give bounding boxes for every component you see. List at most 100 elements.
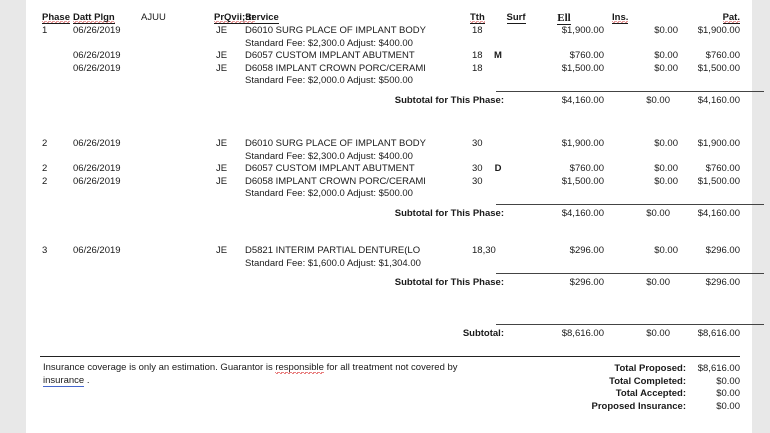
cell-estimate: $296.00 [569, 245, 604, 256]
cell-date: 06/26/2019 [73, 138, 121, 149]
table-row[interactable]: 2 06/26/2019 JE D6058 IMPLANT CROWN PORC/CE… [26, 176, 752, 189]
cell-provider: JE [216, 175, 228, 187]
cell-provider: JE [216, 50, 228, 61]
footer-separator-rule [40, 356, 740, 357]
table-row[interactable]: 3 06/26/2019 JE D5821 INTERIM PARTIAL DENTU… [26, 245, 752, 258]
cell-phase: 2 [42, 138, 48, 149]
cell-date: 06/26/2019 [73, 245, 121, 256]
cell-phase: 3 [42, 245, 48, 256]
cell-phase: 2 [42, 163, 48, 174]
phase-subtotal-insurance: $0.00 [646, 277, 670, 288]
table-header-row: Phase Datt Plgn AJUU PrQvii;!tr Service … [26, 12, 752, 25]
cell-patient: $760.00 [705, 50, 740, 61]
grand-subtotal-row: Subtotal: $8,616.00 $0.00 $8,616.00 [26, 328, 752, 341]
standard-fee-note: Standard Fee: $2,300.0 Adjust: $400.00 [245, 150, 413, 162]
phase-subtotal-estimate: $4,160.00 [561, 94, 604, 106]
phase-subtotal-label: Subtotal for This Phase: [394, 207, 504, 219]
table-row[interactable]: 06/26/2019 JE D6058 IMPLANT CROWN PORC/CER… [26, 63, 752, 76]
cell-estimate: $1,500.00 [561, 175, 604, 187]
grand-subtotal-insurance: $0.00 [646, 328, 670, 339]
insurance-link[interactable]: insurance [43, 375, 85, 387]
cell-tooth: 18 [472, 62, 483, 74]
insurance-disclaimer: Insurance coverage is only an estimation… [43, 361, 513, 387]
cell-patient: $1,900.00 [697, 25, 740, 36]
cell-provider: JE [216, 245, 228, 256]
phase-subtotal-row: Subtotal for This Phase: $4,160.00 $0.00 $4… [26, 95, 752, 108]
cell-phase: 1 [42, 25, 48, 36]
phase-subtotal-row: Subtotal for This Phase: $4,160.00 $0.00 $4… [26, 208, 752, 221]
table-row[interactable]: 06/26/2019 JE D6057 CUSTOM IMPLANT ABUTMEN… [26, 50, 752, 63]
cell-tooth: 30 [472, 163, 483, 174]
cell-provider: JE [216, 163, 228, 174]
column-header-phase: Phase [42, 12, 70, 24]
column-header-date-plan: Datt Plgn [73, 12, 115, 24]
table-row[interactable]: 2 06/26/2019 JE D6010 SURG PLACE OF IMPLANT… [26, 138, 752, 151]
phase-subtotal-label: Subtotal for This Phase: [394, 277, 504, 288]
cell-insurance: $0.00 [654, 25, 678, 36]
cell-insurance: $0.00 [654, 175, 678, 187]
cell-tooth: 30 [472, 138, 483, 149]
grand-subtotal-estimate: $8,616.00 [561, 328, 604, 339]
cell-estimate: $1,900.00 [561, 25, 604, 36]
cell-surface: D [494, 163, 502, 174]
table-row[interactable]: 2 06/26/2019 JE D6057 CUSTOM IMPLANT ABUTME… [26, 163, 752, 176]
cell-provider: JE [216, 62, 228, 74]
column-header-patient: Pat. [722, 12, 740, 24]
totals-value: $0.00 [716, 400, 740, 412]
column-header-service: Service [245, 12, 279, 24]
phase-subtotal-patient: $296.00 [705, 277, 740, 288]
cell-patient: $1,500.00 [697, 62, 740, 74]
phase-subtotal-estimate: $4,160.00 [561, 207, 604, 219]
cell-date: 06/26/2019 [73, 163, 121, 174]
grand-subtotal-patient: $8,616.00 [697, 328, 740, 339]
cell-provider: JE [216, 138, 228, 149]
treatment-plan-page: Phase Datt Plgn AJUU PrQvii;!tr Service … [26, 0, 764, 433]
phase-subtotal-rule [496, 273, 764, 274]
right-page-margin [752, 0, 770, 433]
totals-label: Total Completed: [609, 375, 686, 387]
totals-value: $0.00 [716, 375, 740, 387]
column-header-surface: Surf [506, 12, 526, 24]
cell-surface: M [494, 50, 502, 61]
cell-service: D6057 CUSTOM IMPLANT ABUTMENT [245, 163, 415, 174]
totals-label: Total Accepted: [615, 388, 686, 399]
cell-phase: 2 [42, 175, 48, 187]
cell-insurance: $0.00 [654, 50, 678, 61]
disclaimer-text-part3: . [84, 375, 90, 386]
cell-estimate: $1,500.00 [561, 62, 604, 74]
column-header-ajuu: AJUU [141, 12, 166, 23]
cell-estimate: $760.00 [569, 50, 604, 61]
cell-provider: JE [216, 25, 228, 36]
cell-date: 06/26/2019 [73, 62, 121, 74]
phase-subtotal-patient: $4,160.00 [697, 207, 740, 219]
standard-fee-note: Standard Fee: $1,600.0 Adjust: $1,304.00 [245, 257, 421, 269]
totals-value: $0.00 [716, 388, 740, 399]
phase-subtotal-insurance: $0.00 [646, 94, 670, 106]
grand-subtotal-label: Subtotal: [462, 328, 504, 339]
disclaimer-text-part1: Insurance coverage is only an estimation… [43, 362, 276, 373]
disclaimer-misspelled-word: responsible [275, 362, 324, 374]
cell-tooth: 18 [472, 25, 483, 36]
cell-tooth: 18,30 [472, 245, 496, 256]
cell-tooth: 18 [472, 50, 483, 61]
column-header-estimate: Ell [557, 12, 571, 25]
table-row[interactable]: 1 06/26/2019 JE D6010 SURG PLACE OF IMPLANT… [26, 25, 752, 38]
cell-service: D6010 SURG PLACE OF IMPLANT BODY [245, 138, 426, 149]
cell-service: D6057 CUSTOM IMPLANT ABUTMENT [245, 50, 415, 61]
cell-insurance: $0.00 [654, 163, 678, 174]
column-header-provider: PrQvii;!tr [214, 12, 256, 24]
cell-patient: $760.00 [705, 163, 740, 174]
column-header-tooth: Tth [470, 12, 485, 24]
cell-estimate: $1,900.00 [561, 138, 604, 149]
totals-label: Proposed Insurance: [591, 400, 687, 412]
column-header-insurance: Ins. [612, 12, 629, 24]
cell-insurance: $0.00 [654, 62, 678, 74]
cell-service: D6010 SURG PLACE OF IMPLANT BODY [245, 25, 426, 36]
cell-service: D5821 INTERIM PARTIAL DENTURE(LO [245, 245, 421, 256]
totals-label: Total Proposed: [614, 363, 686, 374]
cell-insurance: $0.00 [654, 245, 678, 256]
totals-value: $8,616.00 [697, 363, 740, 374]
cell-date: 06/26/2019 [73, 175, 121, 187]
phase-subtotal-rule [496, 203, 764, 205]
standard-fee-note: Standard Fee: $2,300.0 Adjust: $400.00 [245, 37, 413, 49]
